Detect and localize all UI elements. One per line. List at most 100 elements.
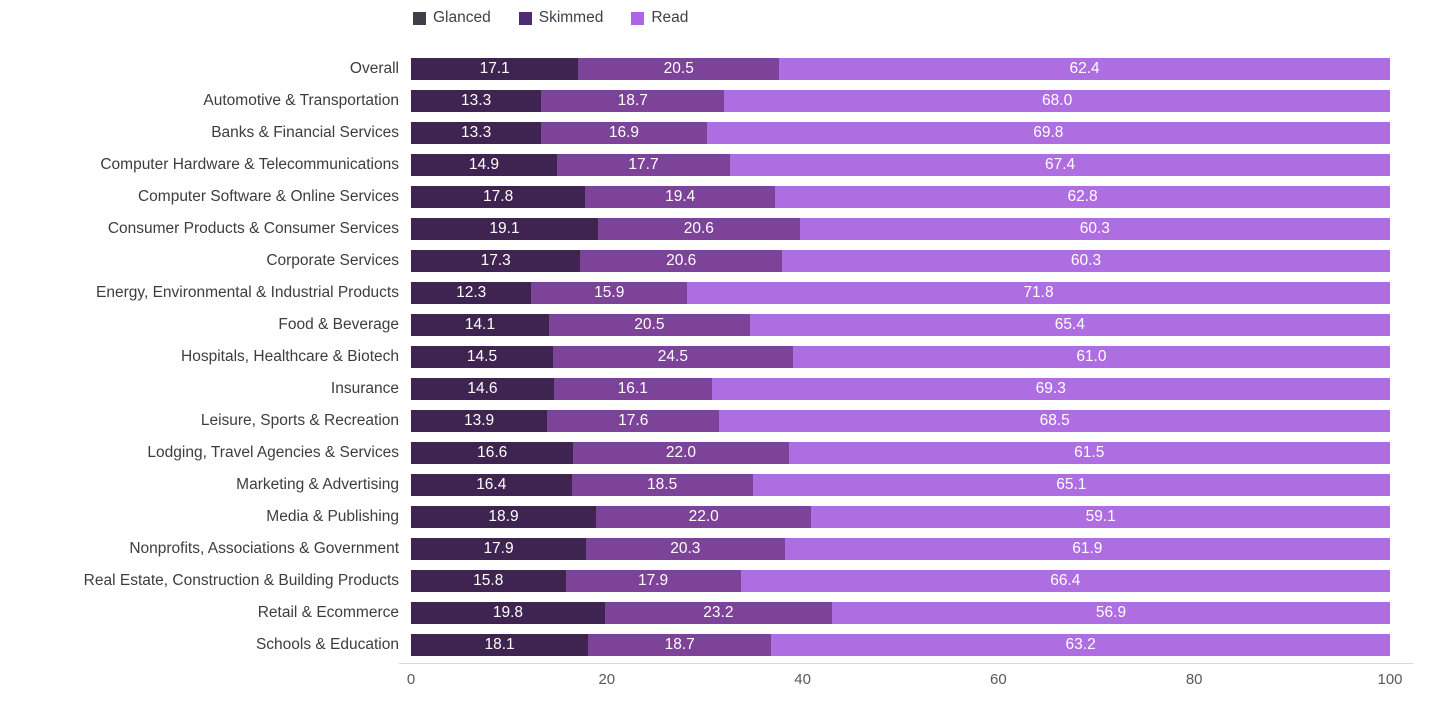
table-row: Media & Publishing 18.9 22.0 59.1 bbox=[0, 501, 1431, 533]
bar-segment-read: 60.3 bbox=[782, 250, 1390, 272]
x-axis-tick-label: 40 bbox=[794, 671, 811, 688]
bar-segment-read: 71.8 bbox=[687, 282, 1390, 304]
bar-value-label: 14.6 bbox=[467, 380, 498, 397]
bar-value-label: 18.9 bbox=[488, 508, 519, 525]
bar-segment-glanced: 13.3 bbox=[411, 90, 542, 112]
table-row: Lodging, Travel Agencies & Services 16.6… bbox=[0, 437, 1431, 469]
bar-value-label: 61.9 bbox=[1072, 540, 1103, 557]
bar-value-label: 13.9 bbox=[463, 412, 495, 429]
bar-value-label: 16.1 bbox=[617, 380, 648, 397]
table-row: Computer Hardware & Telecommunications 1… bbox=[0, 149, 1431, 181]
bar-value-label: 17.9 bbox=[637, 572, 669, 589]
bar-track: 13.3 16.9 69.8 bbox=[411, 122, 1390, 144]
category-label: Corporate Services bbox=[266, 252, 399, 269]
bar-track: 16.4 18.5 65.1 bbox=[411, 474, 1390, 496]
bar-value-label: 17.3 bbox=[480, 252, 511, 269]
bar-track: 13.3 18.7 68.0 bbox=[411, 90, 1390, 112]
bar-segment-skimmed: 22.0 bbox=[573, 442, 789, 464]
legend-swatch-icon bbox=[631, 11, 645, 25]
bar-value-label: 68.5 bbox=[1039, 412, 1070, 429]
bar-segment-glanced: 13.3 bbox=[411, 122, 542, 144]
stacked-bar-chart: Glanced Skimmed Read Overall 17.1 20.5 62.4 … bbox=[0, 9, 1431, 715]
bar-segment-read: 66.4 bbox=[740, 570, 1390, 592]
bar-segment-read: 61.9 bbox=[784, 538, 1390, 560]
bar-value-label: 65.1 bbox=[1056, 476, 1087, 493]
category-label: Consumer Products & Consumer Services bbox=[107, 220, 399, 237]
bar-segment-glanced: 13.9 bbox=[411, 410, 548, 432]
bar-value-label: 23.2 bbox=[703, 604, 734, 621]
bar-segment-skimmed: 18.5 bbox=[571, 474, 753, 496]
table-row: Real Estate, Construction & Building Pro… bbox=[0, 565, 1431, 597]
legend-swatch-icon bbox=[413, 11, 426, 25]
x-axis: 0 20 40 60 80 100 bbox=[399, 663, 1413, 693]
category-label: Schools & Education bbox=[255, 636, 399, 653]
x-axis-ticks: 0 20 40 60 80 100 bbox=[407, 663, 1403, 693]
bar-value-label: 62.8 bbox=[1067, 188, 1098, 205]
bar-value-label: 69.3 bbox=[1035, 380, 1066, 397]
bar-value-label: 67.4 bbox=[1044, 156, 1076, 173]
bar-segment-glanced: 14.6 bbox=[411, 378, 554, 400]
legend: Glanced Skimmed Read bbox=[413, 9, 1431, 27]
x-axis-tick-label: 80 bbox=[1185, 671, 1203, 688]
bar-segment-glanced: 14.1 bbox=[411, 314, 550, 336]
bar-segment-skimmed: 16.1 bbox=[553, 378, 712, 400]
table-row: Banks & Financial Services 13.3 16.9 69.8 bbox=[0, 117, 1431, 149]
bar-track: 14.6 16.1 69.3 bbox=[411, 378, 1390, 400]
bar-segment-glanced: 17.8 bbox=[411, 186, 586, 208]
table-row: Marketing & Advertising 16.4 18.5 65.1 bbox=[0, 469, 1431, 501]
bar-track: 17.8 19.4 62.8 bbox=[411, 186, 1390, 208]
chart-rows: Overall 17.1 20.5 62.4 Automotive & Transp… bbox=[0, 53, 1431, 661]
bar-segment-read: 68.5 bbox=[719, 410, 1390, 432]
bar-segment-glanced: 16.6 bbox=[411, 442, 574, 464]
bar-value-label: 19.4 bbox=[665, 188, 696, 205]
table-row: Insurance 14.6 16.1 69.3 bbox=[0, 373, 1431, 405]
bar-segment-glanced: 17.1 bbox=[411, 58, 579, 80]
bar-value-label: 17.6 bbox=[618, 412, 649, 429]
bar-segment-glanced: 14.5 bbox=[411, 346, 553, 368]
bar-segment-glanced: 19.1 bbox=[411, 218, 598, 240]
table-row: Hospitals, Healthcare & Biotech 14.5 24.5… bbox=[0, 341, 1431, 373]
category-label: Hospitals, Healthcare & Biotech bbox=[181, 348, 399, 365]
bar-segment-read: 61.5 bbox=[788, 442, 1391, 464]
bar-value-label: 16.6 bbox=[477, 444, 508, 461]
bar-value-label: 20.3 bbox=[670, 540, 701, 557]
bar-segment-skimmed: 17.7 bbox=[556, 154, 731, 176]
bar-segment-read: 62.4 bbox=[779, 58, 1390, 80]
category-label: Banks & Financial Services bbox=[211, 124, 399, 141]
legend-label: Read bbox=[651, 9, 689, 26]
category-label: Overall bbox=[349, 60, 399, 77]
bar-segment-read: 62.8 bbox=[775, 186, 1390, 208]
table-row: Overall 17.1 20.5 62.4 bbox=[0, 53, 1431, 85]
bar-track: 15.8 17.9 66.4 bbox=[411, 570, 1390, 592]
bar-track: 14.5 24.5 61.0 bbox=[411, 346, 1390, 368]
bar-value-label: 59.1 bbox=[1085, 508, 1116, 525]
bar-value-label: 17.1 bbox=[479, 60, 510, 77]
bar-track: 19.8 23.2 56.9 bbox=[411, 602, 1390, 624]
bar-segment-read: 65.1 bbox=[752, 474, 1390, 496]
bar-segment-skimmed: 20.3 bbox=[586, 538, 785, 560]
bar-value-label: 18.1 bbox=[484, 636, 515, 653]
bar-value-label: 56.9 bbox=[1095, 604, 1127, 621]
bar-segment-glanced: 19.8 bbox=[411, 602, 605, 624]
bar-track: 14.9 17.7 67.4 bbox=[411, 154, 1390, 176]
bar-track: 14.1 20.5 65.4 bbox=[411, 314, 1390, 336]
bar-value-label: 60.3 bbox=[1079, 220, 1110, 237]
x-axis-tick-label: 0 bbox=[406, 671, 416, 688]
table-row: Energy, Environmental & Industrial Produ… bbox=[0, 277, 1431, 309]
bar-value-label: 66.4 bbox=[1050, 572, 1081, 589]
x-axis-tick-label: 100 bbox=[1377, 671, 1403, 688]
bar-segment-skimmed: 23.2 bbox=[604, 602, 832, 624]
bar-value-label: 68.0 bbox=[1042, 92, 1073, 109]
bar-track: 17.1 20.5 62.4 bbox=[411, 58, 1390, 80]
bar-segment-read: 60.3 bbox=[799, 218, 1390, 240]
bar-segment-read: 69.3 bbox=[711, 378, 1390, 400]
table-row: Automotive & Transportation 13.3 18.7 68.0 bbox=[0, 85, 1431, 117]
category-label: Computer Hardware & Telecommunications bbox=[100, 156, 399, 173]
bar-segment-glanced: 17.3 bbox=[411, 250, 581, 272]
bar-segment-skimmed: 19.4 bbox=[585, 186, 776, 208]
bar-track: 19.1 20.6 60.3 bbox=[411, 218, 1390, 240]
category-label: Food & Beverage bbox=[278, 316, 399, 333]
legend-swatch-icon bbox=[518, 11, 532, 25]
bar-value-label: 60.3 bbox=[1070, 252, 1102, 269]
bar-value-label: 18.5 bbox=[647, 476, 678, 493]
